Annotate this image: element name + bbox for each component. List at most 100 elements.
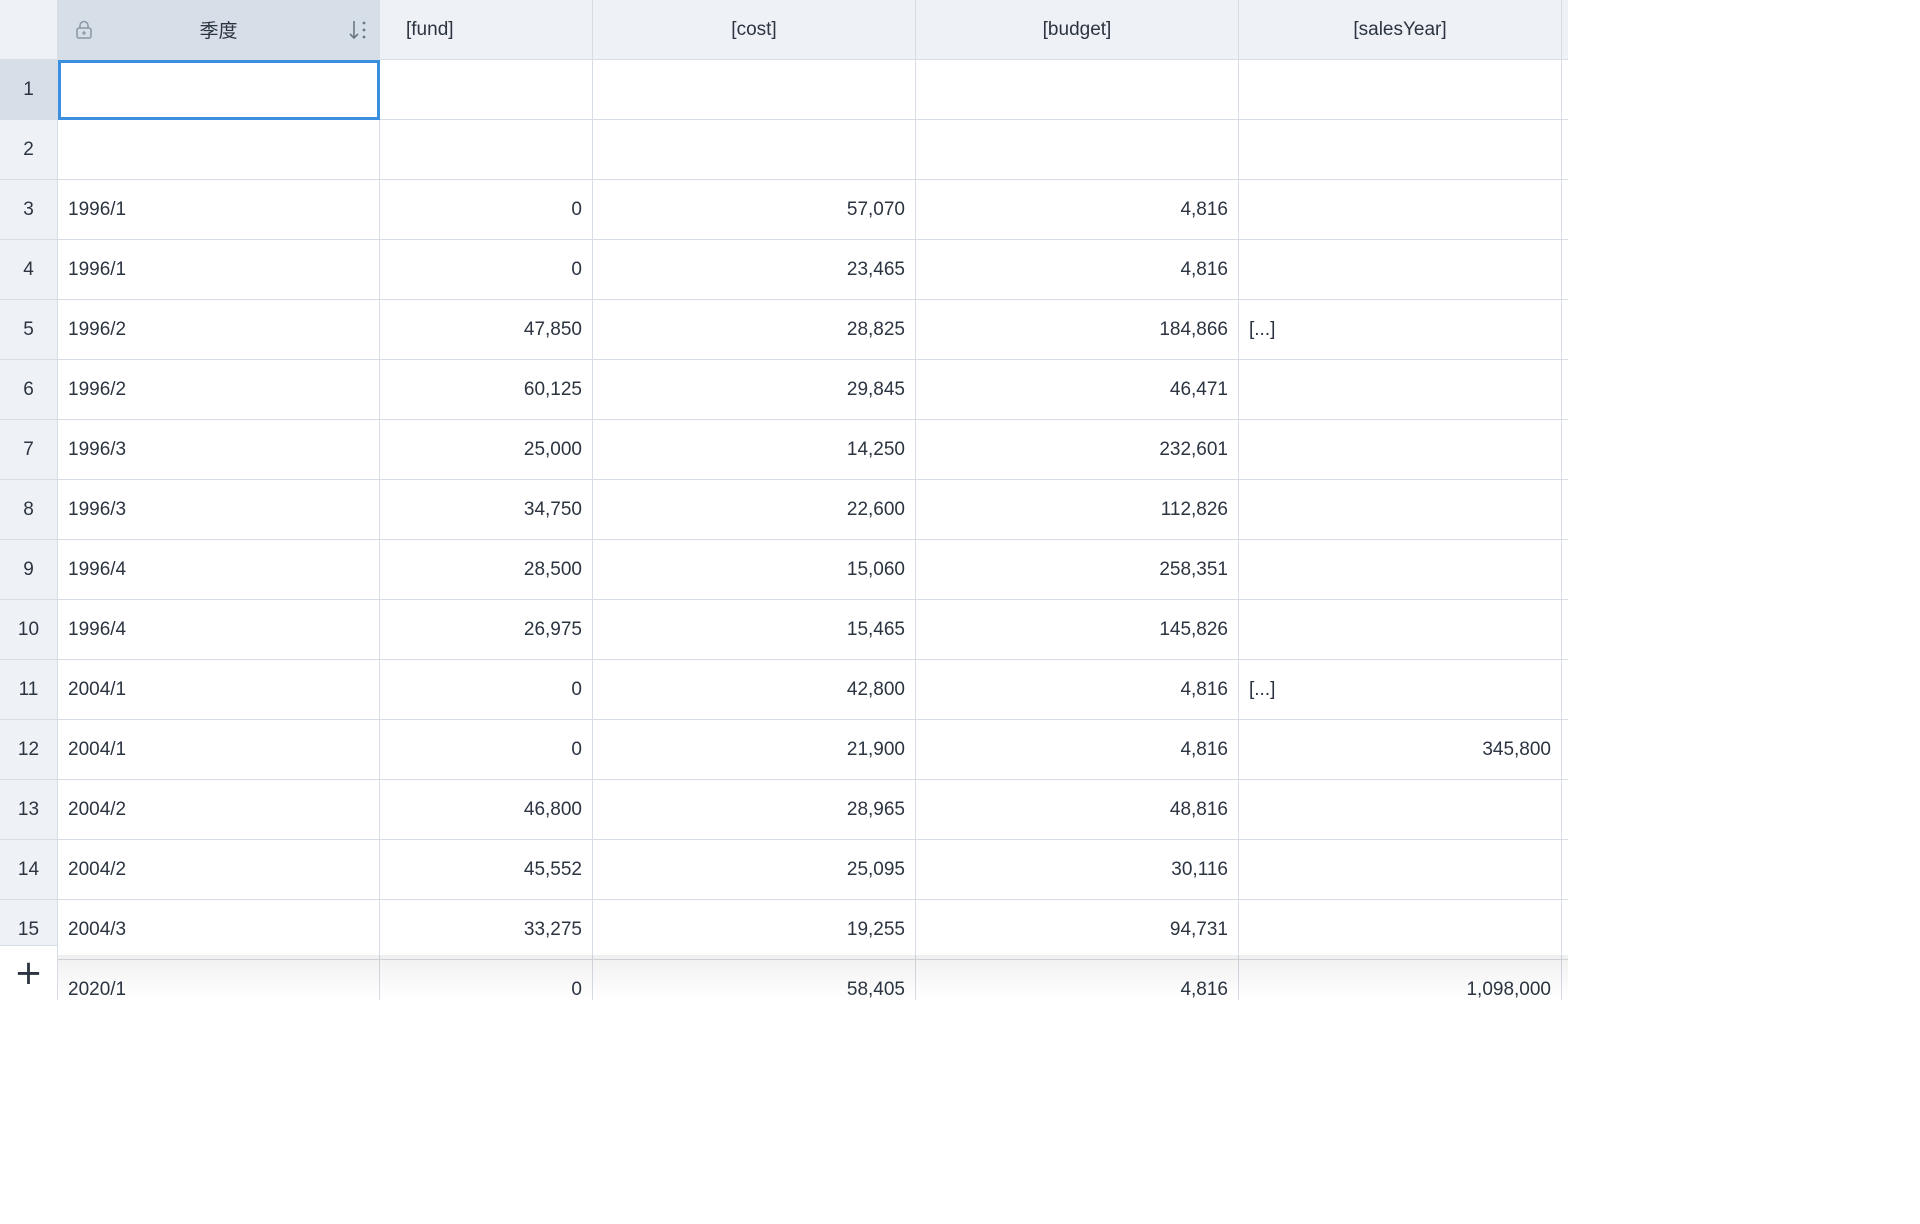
cell-cost[interactable]: 57,070 (593, 180, 916, 240)
lock-icon[interactable] (74, 20, 94, 40)
select-all-corner[interactable] (0, 0, 58, 60)
cell-budget[interactable]: 46,471 (916, 360, 1239, 420)
cell-salesyear[interactable] (1239, 60, 1562, 120)
cell-season[interactable] (58, 120, 380, 180)
cell-fund[interactable]: 26,975 (380, 600, 593, 660)
cell-season[interactable]: 1996/4 (58, 540, 380, 600)
cell-season[interactable]: 2004/1 (58, 660, 380, 720)
column-header-fund[interactable]: [fund] (380, 0, 593, 60)
cell-fund[interactable] (380, 60, 593, 120)
cell-budget[interactable]: 4,816 (916, 960, 1239, 1000)
cell-cost[interactable]: 42,800 (593, 660, 916, 720)
cell-salesyear[interactable] (1239, 600, 1562, 660)
cell-cost[interactable] (593, 60, 916, 120)
cell-season[interactable]: 2004/2 (58, 780, 380, 840)
cell-season[interactable] (58, 60, 380, 120)
row-number[interactable]: 5 (0, 300, 58, 360)
cell-season[interactable]: 1996/2 (58, 360, 380, 420)
cell-season[interactable]: 2020/1 (58, 960, 380, 1000)
cell-fund[interactable]: 33,275 (380, 900, 593, 960)
cell-cost[interactable]: 21,900 (593, 720, 916, 780)
cell-cost[interactable]: 22,600 (593, 480, 916, 540)
cell-salesyear[interactable] (1239, 540, 1562, 600)
cell-salesyear[interactable] (1239, 120, 1562, 180)
cell-salesyear[interactable]: [...] (1239, 660, 1562, 720)
cell-season[interactable]: 2004/3 (58, 900, 380, 960)
cell-salesyear[interactable] (1239, 480, 1562, 540)
cell-salesyear[interactable] (1239, 180, 1562, 240)
cell-cost[interactable]: 14,250 (593, 420, 916, 480)
cell-fund[interactable]: 25,000 (380, 420, 593, 480)
cell-salesyear[interactable]: 1,098,000 (1239, 960, 1562, 1000)
cell-cost[interactable]: 28,825 (593, 300, 916, 360)
row-number[interactable]: 3 (0, 180, 58, 240)
cell-cost[interactable]: 29,845 (593, 360, 916, 420)
sort-descending-icon[interactable] (347, 18, 369, 42)
cell-salesyear[interactable] (1239, 900, 1562, 960)
cell-fund[interactable]: 45,552 (380, 840, 593, 900)
cell-budget[interactable]: 112,826 (916, 480, 1239, 540)
cell-budget[interactable]: 48,816 (916, 780, 1239, 840)
cell-salesyear[interactable] (1239, 780, 1562, 840)
cell-salesyear[interactable] (1239, 360, 1562, 420)
row-number[interactable]: 12 (0, 720, 58, 780)
cell-fund[interactable] (380, 120, 593, 180)
cell-budget[interactable]: 145,826 (916, 600, 1239, 660)
cell-season[interactable]: 1996/3 (58, 480, 380, 540)
cell-budget[interactable]: 4,816 (916, 720, 1239, 780)
cell-fund[interactable]: 34,750 (380, 480, 593, 540)
cell-fund[interactable]: 0 (380, 660, 593, 720)
cell-salesyear[interactable] (1239, 840, 1562, 900)
cell-season[interactable]: 2004/1 (58, 720, 380, 780)
column-header-season[interactable]: 季度 (58, 0, 380, 60)
cell-budget[interactable]: 4,816 (916, 180, 1239, 240)
cell-season[interactable]: 1996/2 (58, 300, 380, 360)
cell-cost[interactable]: 58,405 (593, 960, 916, 1000)
cell-budget[interactable]: 4,816 (916, 660, 1239, 720)
add-row-button[interactable]: + (0, 945, 58, 1000)
cell-salesyear[interactable]: [...] (1239, 300, 1562, 360)
cell-budget[interactable]: 30,116 (916, 840, 1239, 900)
row-number[interactable]: 14 (0, 840, 58, 900)
row-number[interactable]: 1 (0, 60, 58, 120)
row-number[interactable]: 10 (0, 600, 58, 660)
cell-fund[interactable]: 0 (380, 240, 593, 300)
cell-budget[interactable]: 4,816 (916, 240, 1239, 300)
cell-fund[interactable]: 0 (380, 720, 593, 780)
row-number[interactable]: 13 (0, 780, 58, 840)
row-number[interactable]: 4 (0, 240, 58, 300)
cell-salesyear[interactable] (1239, 420, 1562, 480)
cell-budget[interactable]: 94,731 (916, 900, 1239, 960)
cell-cost[interactable]: 23,465 (593, 240, 916, 300)
cell-cost[interactable]: 28,965 (593, 780, 916, 840)
row-number[interactable]: 8 (0, 480, 58, 540)
cell-budget[interactable]: 258,351 (916, 540, 1239, 600)
row-number[interactable]: 11 (0, 660, 58, 720)
cell-cost[interactable]: 15,060 (593, 540, 916, 600)
cell-cost[interactable]: 25,095 (593, 840, 916, 900)
cell-budget[interactable] (916, 120, 1239, 180)
column-header-budget[interactable]: [budget] (916, 0, 1239, 60)
column-header-salesyear[interactable]: [salesYear] (1239, 0, 1562, 60)
row-number[interactable]: 2 (0, 120, 58, 180)
cell-season[interactable]: 1996/1 (58, 180, 380, 240)
cell-fund[interactable]: 0 (380, 960, 593, 1000)
cell-cost[interactable]: 15,465 (593, 600, 916, 660)
column-header-cost[interactable]: [cost] (593, 0, 916, 60)
cell-season[interactable]: 1996/1 (58, 240, 380, 300)
cell-fund[interactable]: 60,125 (380, 360, 593, 420)
row-number[interactable]: 6 (0, 360, 58, 420)
cell-salesyear[interactable] (1239, 240, 1562, 300)
row-number[interactable]: 9 (0, 540, 58, 600)
cell-salesyear[interactable]: 345,800 (1239, 720, 1562, 780)
cell-cost[interactable]: 19,255 (593, 900, 916, 960)
cell-season[interactable]: 1996/3 (58, 420, 380, 480)
cell-budget[interactable]: 184,866 (916, 300, 1239, 360)
cell-fund[interactable]: 46,800 (380, 780, 593, 840)
cell-season[interactable]: 2004/2 (58, 840, 380, 900)
cell-budget[interactable]: 232,601 (916, 420, 1239, 480)
cell-fund[interactable]: 28,500 (380, 540, 593, 600)
cell-fund[interactable]: 0 (380, 180, 593, 240)
cell-fund[interactable]: 47,850 (380, 300, 593, 360)
cell-cost[interactable] (593, 120, 916, 180)
